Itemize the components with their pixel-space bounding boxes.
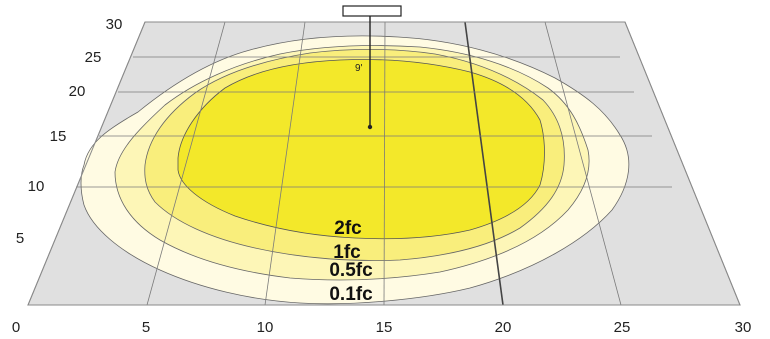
x-tick: 20 xyxy=(495,319,512,336)
mounting-height-label: 9' xyxy=(355,63,363,74)
y-tick: 30 xyxy=(106,16,123,33)
y-tick: 25 xyxy=(85,49,102,66)
contour-label-0-1fc: 0.1fc xyxy=(329,284,373,305)
contour-label-1fc: 1fc xyxy=(333,242,361,263)
y-tick: 5 xyxy=(16,230,24,247)
contour-label-0-5fc: 0.5fc xyxy=(329,260,373,281)
y-tick: 20 xyxy=(69,83,86,100)
contour-label-2fc: 2fc xyxy=(334,218,362,239)
y-tick: 10 xyxy=(28,178,45,195)
x-tick: 30 xyxy=(735,319,752,336)
pole-base-marker xyxy=(367,124,373,130)
x-tick: 10 xyxy=(257,319,274,336)
luminaire-head xyxy=(342,5,402,17)
contour-2fc-region xyxy=(177,59,545,240)
grid-lines xyxy=(27,21,741,306)
y-tick: 15 xyxy=(50,128,67,145)
x-axis-ticks: 0 5 10 15 20 25 30 xyxy=(12,319,752,336)
x-tick: 15 xyxy=(376,319,393,336)
y-axis-ticks: 5 10 15 20 25 30 xyxy=(16,16,123,247)
x-tick: 25 xyxy=(614,319,631,336)
x-tick: 0 xyxy=(12,319,20,336)
x-tick: 5 xyxy=(142,319,150,336)
